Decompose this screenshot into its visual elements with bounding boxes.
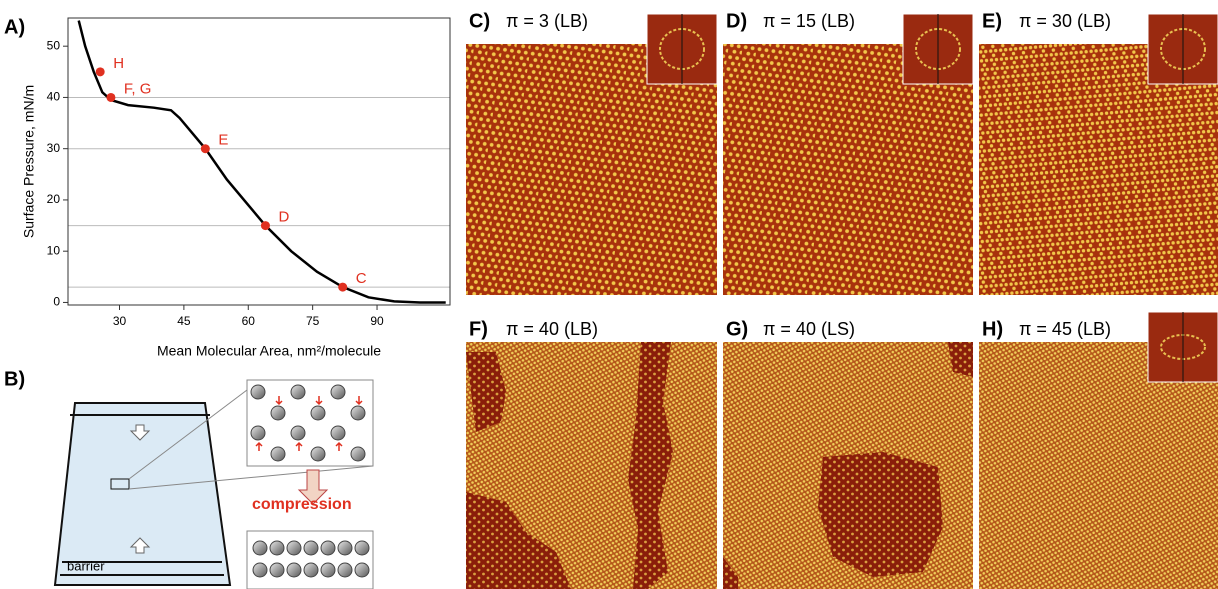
isotherm-chart: 0 10 20 30 40 50 30 45 60 75 90 Mean Molecular Area… <box>21 18 450 359</box>
panel-label: C) <box>469 10 490 32</box>
y-tick-label: 40 <box>47 90 61 104</box>
isotherm-curve <box>79 21 446 303</box>
image-title: π = 40 (LS) <box>763 319 855 339</box>
afm-panel: D) π = 15 (LB) <box>723 10 973 295</box>
panel-label: F) <box>469 318 488 340</box>
x-tick-label: 45 <box>177 314 191 328</box>
x-tick-label: 90 <box>370 314 384 328</box>
figure: A) B) 0 10 20 30 40 50 30 45 60 75 90 Mean Molecula… <box>0 0 1218 589</box>
afm-panel: F) π = 40 (LB) <box>466 318 717 589</box>
barrier-label: barrier <box>67 558 105 573</box>
afm-panel: H) π = 45 (LB) <box>979 312 1218 589</box>
plot-frame <box>68 18 450 305</box>
panel-label: B) <box>4 368 25 390</box>
state-point <box>261 221 270 230</box>
point-label: F, G <box>124 80 152 97</box>
image-title: π = 30 (LB) <box>1019 11 1111 31</box>
x-tick-label: 30 <box>113 314 127 328</box>
y-tick-label: 30 <box>47 141 61 155</box>
y-tick-label: 10 <box>47 243 61 257</box>
afm-panel: C) π = 3 (LB) <box>466 10 717 295</box>
panel-label: A) <box>4 16 25 38</box>
state-point <box>96 67 105 76</box>
x-tick-label: 60 <box>242 314 256 328</box>
panel-label: E) <box>982 10 1002 32</box>
panel-label: G) <box>726 318 748 340</box>
y-axis-label: Surface Pressure, mN/m <box>21 85 37 238</box>
state-point <box>201 144 210 153</box>
point-label: D <box>278 209 289 226</box>
image-title: π = 40 (LB) <box>506 319 598 339</box>
afm-panel: G) π = 40 (LS) <box>723 318 973 589</box>
x-axis-label: Mean Molecular Area, nm²/molecule <box>157 343 381 359</box>
x-tick-label: 75 <box>306 314 320 328</box>
y-tick-label: 50 <box>47 38 61 52</box>
afm-panel: E) π = 30 (LB) <box>979 10 1218 295</box>
state-point <box>106 93 115 102</box>
panel-label: D) <box>726 10 747 32</box>
y-tick-label: 20 <box>47 192 61 206</box>
afm-images: C) π = 3 (LB) D) π = 15 (LB) E) π = 30 (LB) F)… <box>466 10 1218 589</box>
point-label: E <box>218 132 228 149</box>
point-label: H <box>113 55 124 72</box>
compression-label: compression <box>252 496 352 513</box>
panel-label: H) <box>982 318 1003 340</box>
state-point <box>338 283 347 292</box>
point-label: C <box>356 270 367 287</box>
image-title: π = 3 (LB) <box>506 11 588 31</box>
trough-diagram: barrier compression <box>55 380 373 589</box>
image-title: π = 45 (LB) <box>1019 319 1111 339</box>
y-tick-label: 0 <box>53 295 60 309</box>
image-title: π = 15 (LB) <box>763 11 855 31</box>
